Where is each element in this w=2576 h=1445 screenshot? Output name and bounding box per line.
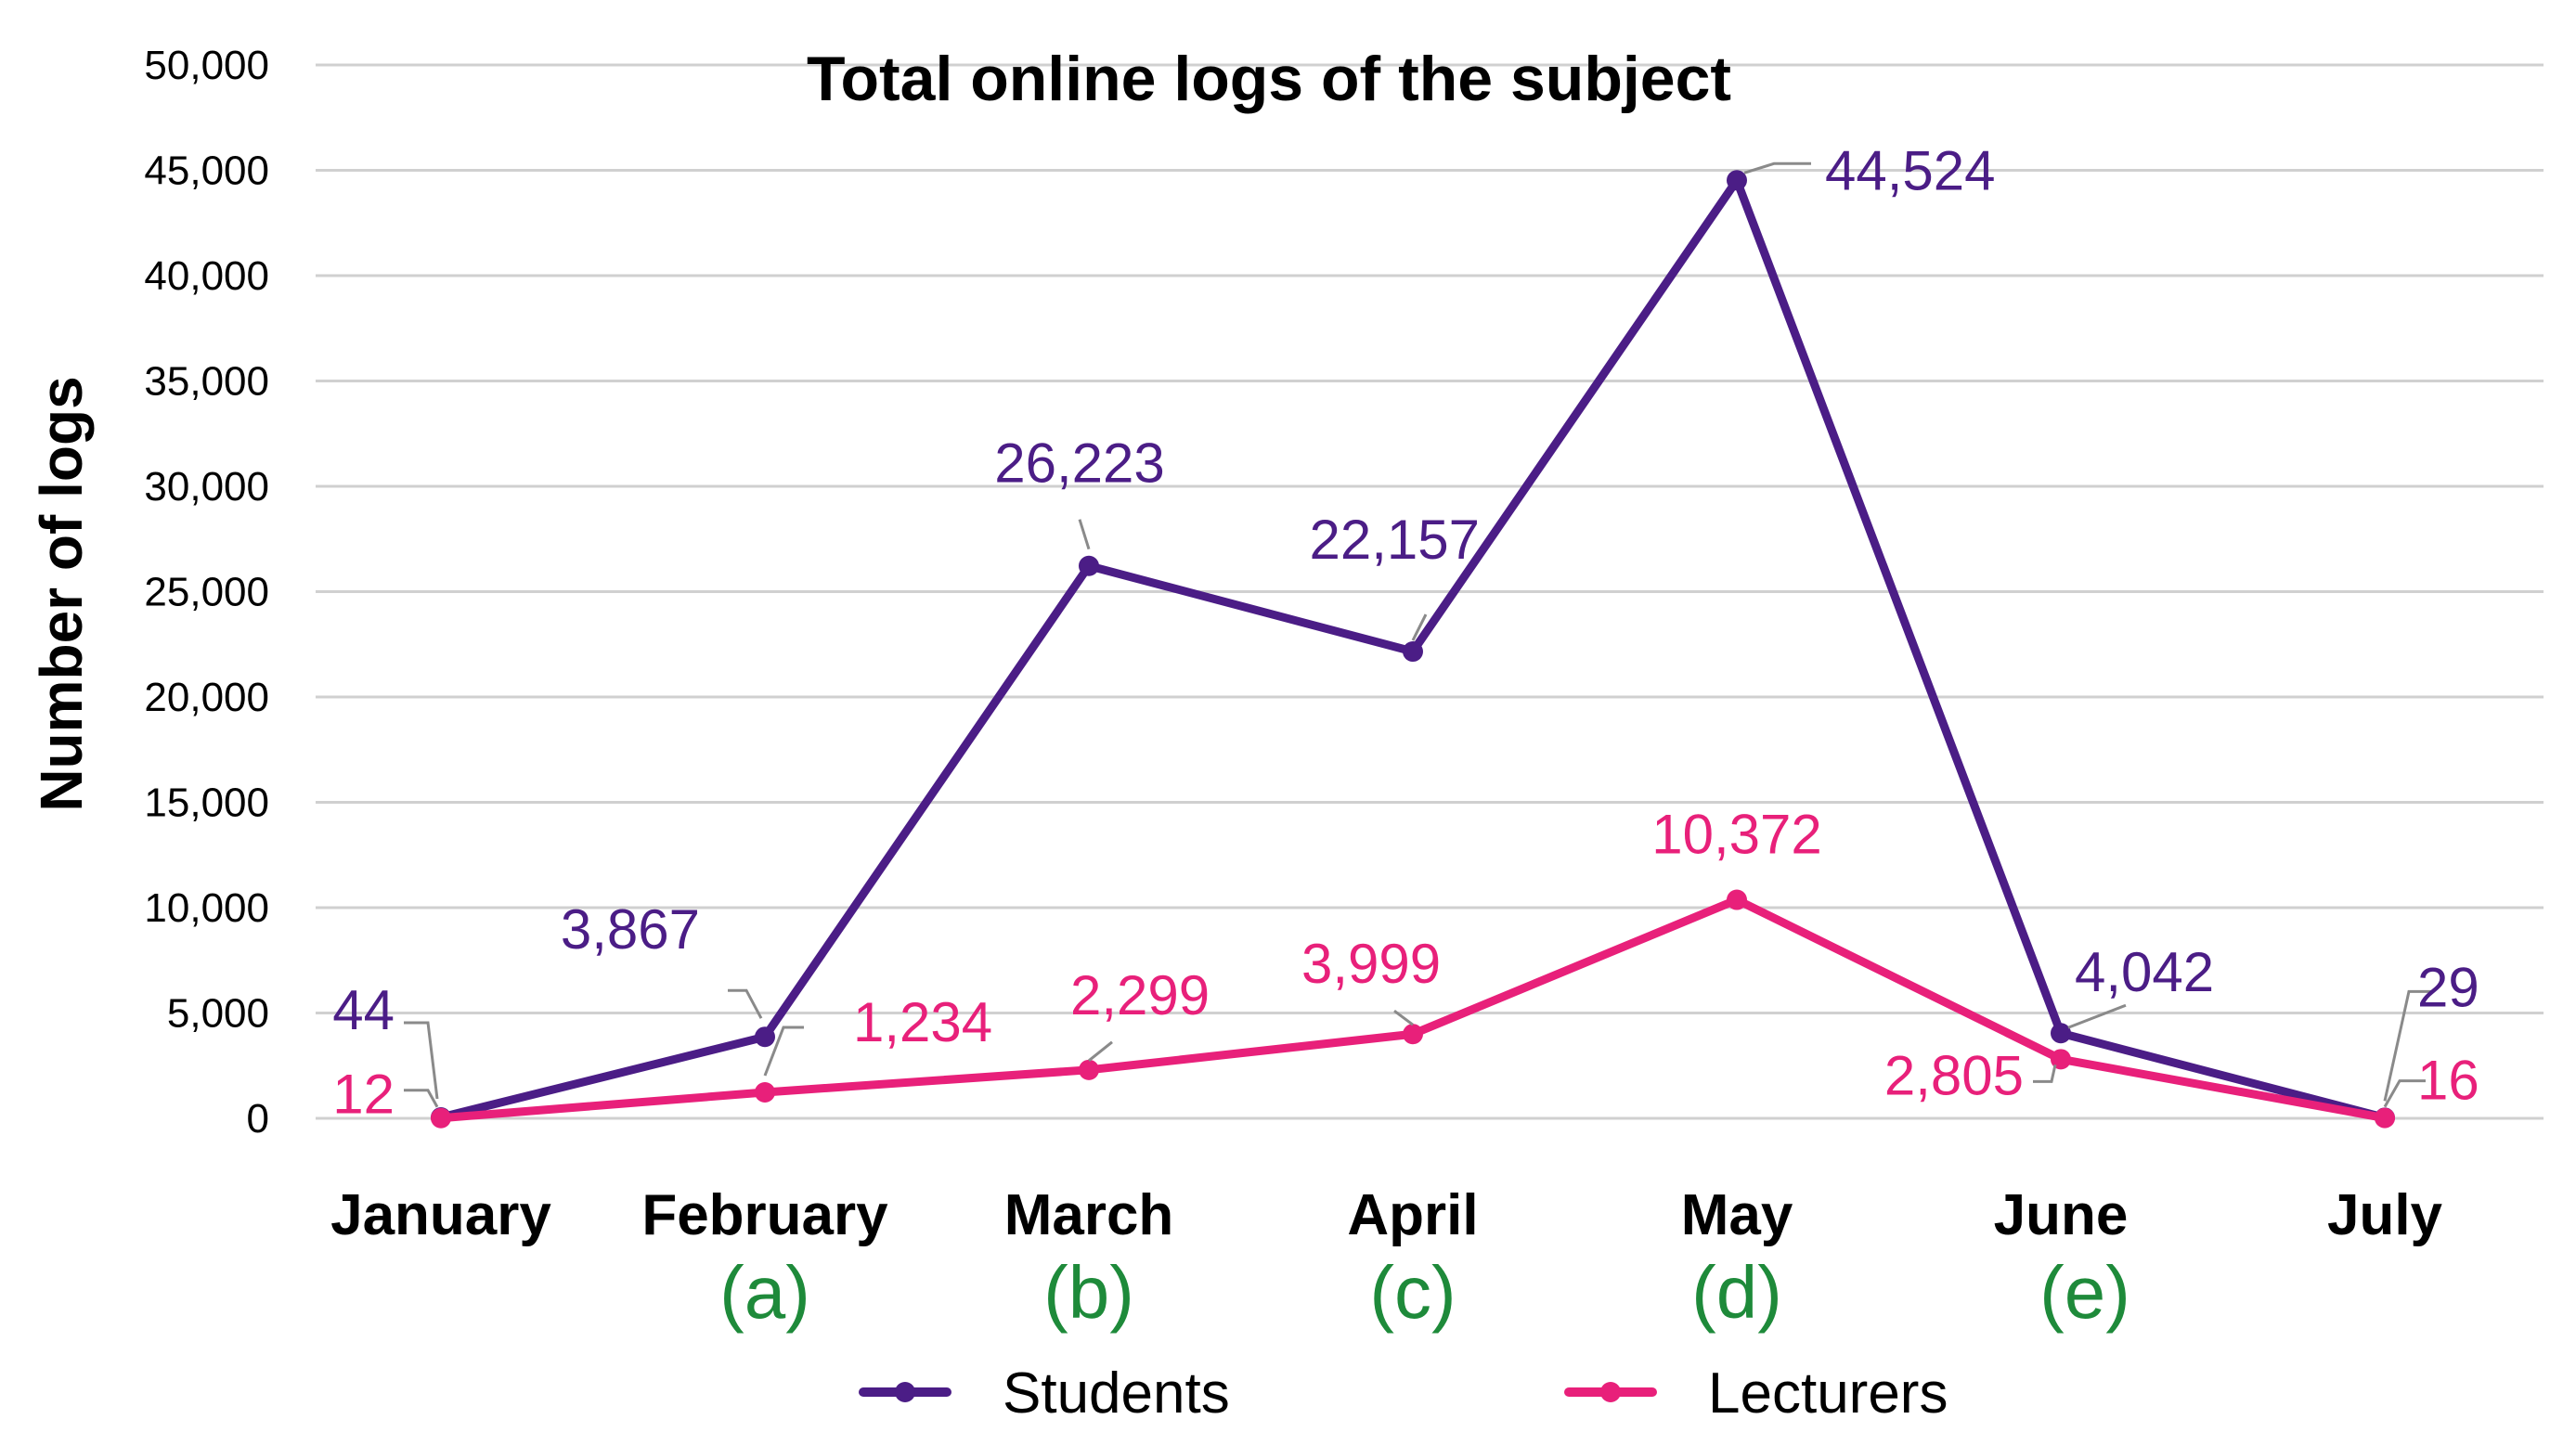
data-label-lecturers: 10,372	[1651, 804, 1822, 866]
data-point-lecturers	[1403, 1024, 1423, 1045]
y-tick-label: 40,000	[144, 253, 269, 299]
data-point-lecturers	[1727, 889, 1747, 910]
category-annotation: (e)	[2039, 1251, 2130, 1334]
data-label-lecturers: 1,234	[853, 991, 992, 1053]
y-tick-label: 20,000	[144, 675, 269, 720]
y-tick-label: 50,000	[144, 43, 269, 88]
data-point-lecturers	[2375, 1107, 2395, 1129]
x-tick-label: June	[1994, 1183, 2129, 1247]
legend-label-students: Students	[1003, 1361, 1230, 1426]
y-tick-label: 35,000	[144, 359, 269, 405]
leader-line	[2067, 1003, 2127, 1029]
leader-line	[1411, 613, 1428, 641]
x-tick-label: April	[1347, 1183, 1478, 1247]
leader-line	[728, 988, 763, 1019]
legend: Students Lecturers	[859, 1361, 1948, 1426]
data-label-lecturers: 16	[2417, 1050, 2479, 1112]
gridlines	[316, 63, 2544, 1120]
category-annotation: (b)	[1043, 1251, 1134, 1334]
data-label-lecturers: 2,299	[1070, 964, 1210, 1026]
leader-line	[404, 1021, 439, 1100]
y-tick-label: 25,000	[144, 570, 269, 615]
leader-line	[1743, 161, 1811, 174]
data-label-students: 3,867	[561, 898, 700, 961]
x-tick-label: March	[1004, 1183, 1174, 1247]
y-tick-label: 30,000	[144, 464, 269, 510]
data-point-lecturers	[431, 1107, 451, 1129]
y-tick-label: 0	[247, 1096, 269, 1142]
x-tick-label: July	[2327, 1183, 2443, 1247]
data-point-lecturers	[2051, 1049, 2071, 1070]
data-label-lecturers: 12	[332, 1064, 395, 1126]
data-point-students	[1727, 170, 1747, 191]
category-annotation: (d)	[1691, 1251, 1782, 1334]
y-axis-label: Number of logs	[28, 376, 95, 811]
data-label-students: 4,042	[2075, 941, 2214, 1003]
y-tick-label: 5,000	[167, 991, 269, 1037]
legend-marker-lecturers	[1600, 1382, 1621, 1402]
data-point-students	[2051, 1023, 2071, 1044]
legend-marker-students	[895, 1382, 915, 1402]
data-label-students: 29	[2417, 956, 2479, 1018]
data-label-lecturers: 2,805	[1884, 1044, 2024, 1106]
data-label-students: 26,223	[994, 432, 1165, 495]
series-group	[431, 170, 2395, 1129]
data-label-group: 44 3,867 26,223 22,157 44,524 4,042 29 12 1,234 2…	[332, 139, 2479, 1125]
x-tick-label: January	[330, 1183, 551, 1247]
data-point-students	[755, 1026, 775, 1048]
leader-line	[1393, 1010, 1414, 1026]
legend-label-lecturers: Lecturers	[1708, 1361, 1948, 1426]
y-tick-label: 45,000	[144, 148, 269, 194]
x-tick-label: May	[1681, 1183, 1793, 1247]
x-tick-label: February	[641, 1183, 888, 1247]
chart-title: Total online logs of the subject	[807, 44, 1731, 114]
category-annotation: (a)	[719, 1251, 810, 1334]
data-point-lecturers	[755, 1081, 775, 1103]
data-label-students: 44	[332, 979, 395, 1041]
x-category-labels: January February(a) March(b) April(c) May(d)…	[330, 1183, 2442, 1334]
leader-line	[763, 1026, 804, 1077]
data-label-students: 22,157	[1309, 509, 1480, 571]
y-tick-label: 10,000	[144, 885, 269, 931]
leader-line	[1088, 1040, 1113, 1062]
data-point-students	[1079, 555, 1099, 576]
leader-line	[2383, 989, 2431, 1102]
leader-line	[2033, 1064, 2057, 1083]
leader-line	[1078, 519, 1091, 550]
y-tick-label: 15,000	[144, 781, 269, 826]
y-tick-labels: 0 5,000 10,000 15,000 20,000 25,000 30,000 35,0…	[144, 43, 269, 1142]
leader-line	[2383, 1079, 2426, 1108]
data-label-students: 44,524	[1825, 139, 1996, 201]
data-label-lecturers: 3,999	[1301, 933, 1441, 995]
leader-line	[404, 1089, 439, 1108]
category-annotation: (c)	[1369, 1251, 1456, 1334]
data-point-students	[1403, 641, 1423, 663]
data-point-lecturers	[1079, 1059, 1099, 1080]
